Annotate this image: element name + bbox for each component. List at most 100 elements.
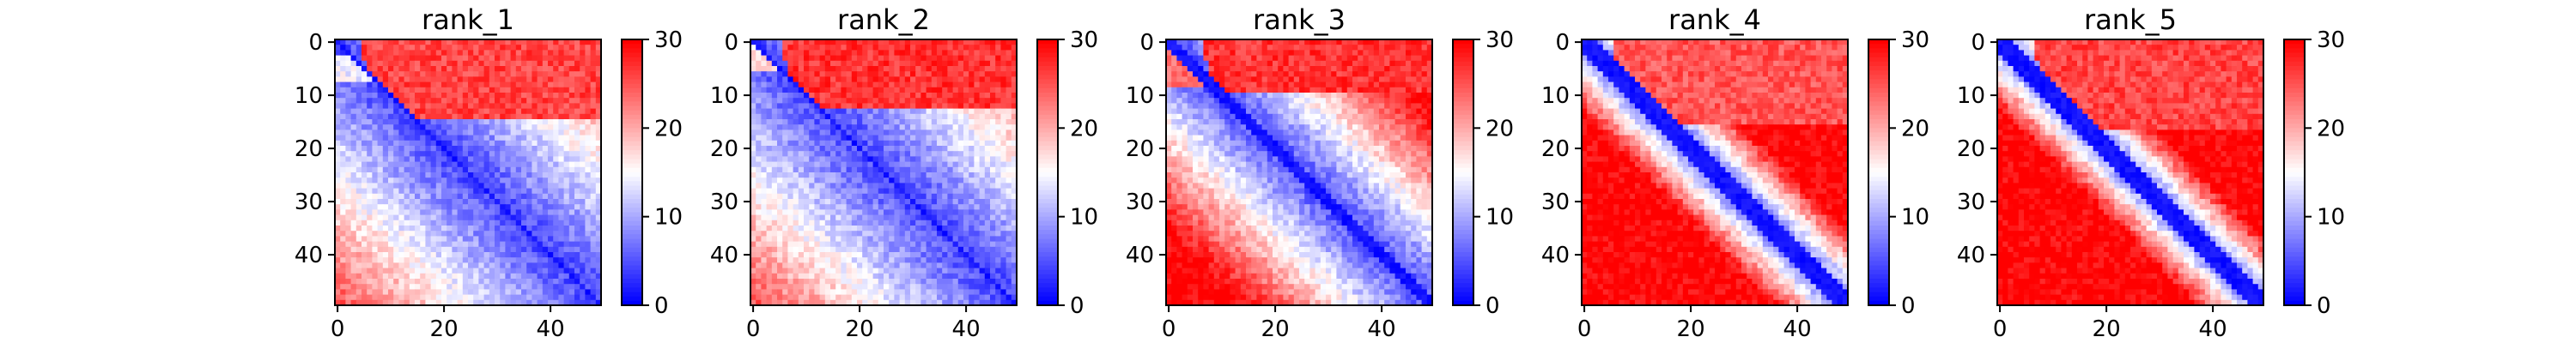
- heatmap-cell: [553, 161, 559, 168]
- heatmap-cell: [862, 161, 868, 168]
- heatmap-cell: [435, 60, 442, 67]
- heatmap-cell: [468, 108, 474, 115]
- heatmap-cell: [974, 129, 981, 136]
- heatmap-cell: [510, 199, 517, 205]
- heatmap-cell: [526, 241, 532, 248]
- heatmap-cell: [957, 199, 964, 205]
- heatmap-cell: [585, 209, 592, 216]
- heatmap-cell: [510, 113, 517, 120]
- heatmap-cell: [761, 178, 768, 184]
- heatmap-cell: [814, 262, 821, 269]
- heatmap-cell: [441, 172, 447, 178]
- heatmap-cell: [761, 246, 768, 253]
- heatmap-cell: [947, 289, 954, 296]
- heatmap-cell: [942, 262, 948, 269]
- heatmap-cell: [483, 76, 490, 83]
- heatmap-cell: [814, 231, 821, 237]
- heatmap-cell: [393, 172, 399, 178]
- heatmap-cell: [851, 87, 858, 93]
- colorbar-segment: [622, 283, 642, 288]
- heatmap-cell: [814, 108, 821, 115]
- heatmap-cell: [984, 183, 991, 190]
- heatmap-cell: [393, 241, 399, 248]
- heatmap-cell: [393, 204, 399, 210]
- heatmap-cell: [851, 246, 858, 253]
- heatmap-cell: [974, 289, 981, 296]
- heatmap-cell: [915, 50, 921, 57]
- heatmap-cell: [782, 172, 788, 178]
- heatmap-cell: [1000, 108, 1007, 115]
- heatmap-cell: [457, 166, 464, 173]
- heatmap-cell: [580, 81, 586, 88]
- heatmap-cell: [1000, 220, 1007, 226]
- heatmap-cell: [766, 87, 773, 93]
- heatmap-cell: [824, 183, 831, 190]
- heatmap-cell: [974, 45, 981, 51]
- heatmap-cell: [937, 262, 943, 269]
- heatmap-cell: [430, 55, 437, 62]
- heatmap-cell: [563, 273, 570, 280]
- heatmap-cell: [761, 284, 768, 290]
- heatmap-cell: [510, 246, 517, 253]
- heatmap-cell: [345, 156, 352, 163]
- heatmap-cell: [894, 156, 901, 163]
- heatmap-cell: [766, 183, 773, 190]
- heatmap-cell: [910, 103, 916, 110]
- heatmap-cell: [382, 98, 389, 104]
- heatmap-cell: [771, 268, 778, 274]
- heatmap-cell: [894, 252, 901, 258]
- heatmap-cell: [809, 161, 815, 168]
- heatmap-cell: [483, 257, 490, 263]
- heatmap-cell: [814, 204, 821, 210]
- heatmap-cell: [415, 87, 421, 93]
- heatmap-cell: [335, 178, 341, 184]
- heatmap-cell: [851, 166, 858, 173]
- heatmap-cell: [899, 257, 906, 263]
- heatmap-cell: [468, 124, 474, 130]
- heatmap-cell: [553, 268, 559, 274]
- heatmap-cell: [841, 268, 848, 274]
- heatmap-cell: [590, 231, 597, 237]
- heatmap-cell: [372, 236, 379, 243]
- heatmap-cell: [585, 71, 592, 77]
- heatmap-cell: [361, 108, 368, 115]
- heatmap-cell: [521, 246, 527, 253]
- heatmap-cell: [782, 268, 788, 274]
- heatmap-cell: [473, 161, 479, 168]
- heatmap-cell: [532, 279, 538, 285]
- heatmap-cell: [1011, 103, 1018, 110]
- heatmap-cell: [558, 93, 565, 99]
- heatmap-cell: [505, 188, 512, 195]
- heatmap-cell: [415, 193, 421, 200]
- heatmap-cell: [1005, 289, 1012, 296]
- heatmap-cell: [468, 151, 474, 157]
- heatmap-cell: [500, 81, 506, 88]
- heatmap-cell: [931, 257, 938, 263]
- heatmap-cell: [867, 209, 874, 216]
- heatmap-cell: [899, 279, 906, 285]
- heatmap-cell: [404, 188, 410, 195]
- heatmap-cell: [894, 60, 901, 67]
- heatmap-cell: [462, 76, 469, 83]
- heatmap-cell: [350, 268, 357, 274]
- heatmap-cell: [537, 71, 544, 77]
- heatmap-cell: [756, 81, 762, 88]
- heatmap-cell: [377, 81, 384, 88]
- heatmap-cell: [468, 45, 474, 51]
- heatmap-cell: [867, 60, 874, 67]
- heatmap-cell: [483, 119, 490, 125]
- heatmap-cell: [889, 252, 895, 258]
- heatmap-cell: [521, 45, 527, 51]
- heatmap-cell: [761, 166, 768, 173]
- heatmap-cell: [521, 241, 527, 248]
- heatmap-cell: [335, 268, 341, 274]
- heatmap-cell: [814, 81, 821, 88]
- heatmap-cell: [819, 178, 826, 184]
- heatmap-cell: [771, 161, 778, 168]
- heatmap-cell: [430, 81, 437, 88]
- heatmap-cell: [447, 172, 453, 178]
- heatmap-cell: [489, 252, 495, 258]
- heatmap-cell: [580, 188, 586, 195]
- heatmap-cell: [563, 140, 570, 147]
- heatmap-cell: [835, 178, 841, 184]
